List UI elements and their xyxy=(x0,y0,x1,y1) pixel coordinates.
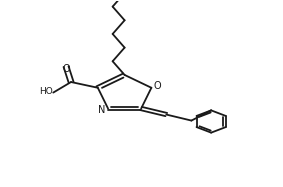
Text: O: O xyxy=(62,64,70,74)
Text: O: O xyxy=(154,81,161,91)
Text: HO: HO xyxy=(39,87,53,96)
Text: N: N xyxy=(98,105,106,115)
